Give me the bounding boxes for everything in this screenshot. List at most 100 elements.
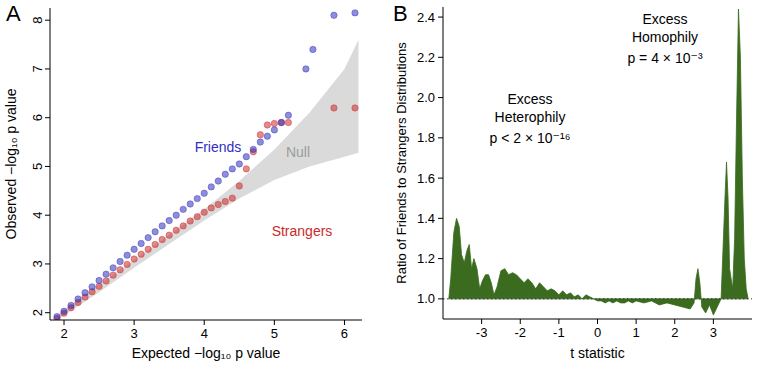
point xyxy=(236,183,242,189)
point xyxy=(194,213,200,219)
point xyxy=(117,258,123,264)
y-tick xyxy=(45,68,50,69)
x-tick xyxy=(64,320,65,325)
y-tick-label: 6 xyxy=(30,114,45,121)
panel-letter: B xyxy=(393,1,408,26)
y-tick-label: 1.8 xyxy=(417,130,435,145)
y-axis-title: Observed −log₁₀ p value xyxy=(3,88,19,239)
ratio-area xyxy=(449,9,748,315)
labels: ExcessHeterophilyp < 2 × 10⁻¹⁶ExcessHomo… xyxy=(490,11,703,146)
point xyxy=(271,127,277,133)
point xyxy=(222,198,228,204)
annotation: p < 2 × 10⁻¹⁶ xyxy=(490,130,571,146)
y-tick xyxy=(45,312,50,313)
point xyxy=(222,171,228,177)
point xyxy=(131,246,137,252)
annotation: Heterophily xyxy=(495,109,566,125)
point xyxy=(194,195,200,201)
point xyxy=(264,133,270,139)
point xyxy=(68,302,74,308)
x-tick-label: -3 xyxy=(476,325,488,340)
point xyxy=(173,227,179,233)
point xyxy=(124,261,130,267)
point xyxy=(110,272,116,278)
y-tick xyxy=(45,166,50,167)
y-tick-label: 2 xyxy=(30,309,45,316)
y-tick-label: 2.0 xyxy=(417,90,435,105)
x-tick xyxy=(558,319,559,324)
x-tick-label: 4 xyxy=(201,326,208,341)
annotation: p = 4 × 10⁻³ xyxy=(627,50,702,66)
point xyxy=(138,251,144,257)
series-label: Friends xyxy=(195,139,242,155)
y-tick-label: 1.2 xyxy=(417,251,435,266)
point xyxy=(131,256,137,262)
series-points xyxy=(54,105,358,320)
x-tick-label: 3 xyxy=(131,326,138,341)
baseline xyxy=(443,298,752,299)
point xyxy=(96,283,102,289)
point xyxy=(75,296,81,302)
x-tick-label: 6 xyxy=(341,326,348,341)
series-points xyxy=(54,10,358,320)
y-tick xyxy=(45,20,50,21)
point xyxy=(236,161,242,167)
point xyxy=(187,218,193,224)
point xyxy=(103,271,109,277)
annotation: Excess xyxy=(642,11,687,27)
y-tick xyxy=(438,178,443,179)
y-tick xyxy=(45,263,50,264)
y-axis-line xyxy=(443,7,444,319)
point xyxy=(208,205,214,211)
point xyxy=(201,190,207,196)
x-tick xyxy=(713,319,714,324)
point xyxy=(145,246,151,252)
point xyxy=(152,229,158,235)
point xyxy=(124,252,130,258)
y-tick-label: 3 xyxy=(30,260,45,267)
point xyxy=(159,236,165,242)
point xyxy=(285,112,291,118)
x-tick-label: 2 xyxy=(671,325,678,340)
series-label: Strangers xyxy=(272,223,333,239)
x-tick-label: 2 xyxy=(60,326,67,341)
x-tick xyxy=(481,319,482,324)
x-tick xyxy=(344,320,345,325)
point xyxy=(180,223,186,229)
x-tick-label: -1 xyxy=(553,325,565,340)
point xyxy=(352,105,358,111)
point xyxy=(278,119,284,125)
point xyxy=(215,201,221,207)
point xyxy=(264,122,270,128)
y-tick xyxy=(438,298,443,299)
y-tick-label: 1.6 xyxy=(417,171,435,186)
y-tick-label: 1.4 xyxy=(417,211,435,226)
point xyxy=(303,66,309,72)
point xyxy=(117,267,123,273)
point xyxy=(103,278,109,284)
y-tick-label: 8 xyxy=(30,17,45,24)
x-tick xyxy=(674,319,675,324)
x-axis-title: t statistic xyxy=(570,345,624,361)
point xyxy=(180,206,186,212)
point xyxy=(310,46,316,52)
labels: FriendsStrangersNull xyxy=(195,139,333,239)
point xyxy=(331,105,337,111)
point xyxy=(229,195,235,201)
y-tick xyxy=(45,215,50,216)
point xyxy=(152,241,158,247)
x-tick xyxy=(520,319,521,324)
annotation: Homophily xyxy=(632,29,698,45)
point xyxy=(229,166,235,172)
point xyxy=(215,178,221,184)
y-tick xyxy=(438,97,443,98)
point xyxy=(82,290,88,296)
y-axis-title: Ratio of Friends to Strangers Distributi… xyxy=(394,42,409,284)
y-tick xyxy=(438,57,443,58)
point xyxy=(173,212,179,218)
y-tick-label: 2.2 xyxy=(417,50,435,65)
point xyxy=(257,132,263,138)
y-tick xyxy=(438,258,443,259)
y-tick xyxy=(438,17,443,18)
point xyxy=(61,308,67,314)
